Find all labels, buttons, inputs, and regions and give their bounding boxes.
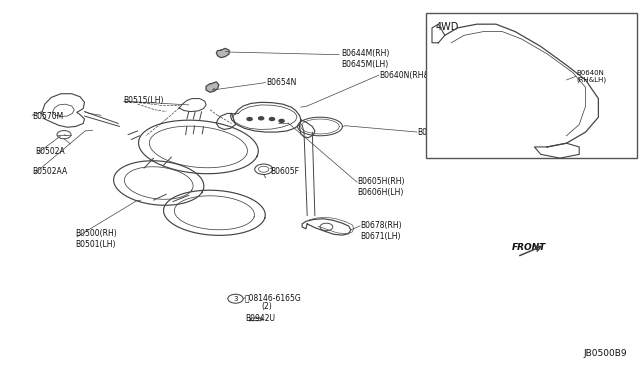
Text: B0652N: B0652N (417, 128, 447, 137)
Text: 3: 3 (233, 296, 238, 302)
Text: B0644M(RH): B0644M(RH) (341, 49, 390, 58)
Text: B0678(RH): B0678(RH) (360, 221, 402, 230)
Text: ゃ08146-6165G: ゃ08146-6165G (245, 293, 302, 302)
Text: FRONT: FRONT (512, 243, 547, 252)
Text: B0942U: B0942U (245, 314, 275, 323)
Text: B0500(RH): B0500(RH) (76, 229, 117, 238)
Text: B0570M: B0570M (32, 112, 63, 121)
Text: JB0500B9: JB0500B9 (584, 349, 627, 358)
Text: B0654N: B0654N (266, 78, 296, 87)
Text: 4WD: 4WD (435, 22, 459, 32)
Text: B0640N(RH&LH): B0640N(RH&LH) (380, 71, 443, 80)
Text: (2): (2) (261, 302, 272, 311)
Bar (426, 13, 637, 158)
Text: B0606H(LH): B0606H(LH) (357, 188, 403, 197)
Text: B0501(LH): B0501(LH) (76, 240, 116, 249)
Circle shape (269, 118, 275, 121)
Circle shape (279, 119, 284, 122)
Text: B0605F: B0605F (271, 167, 300, 176)
Text: B0502A: B0502A (35, 147, 65, 156)
Text: B0605H(RH): B0605H(RH) (357, 177, 404, 186)
Text: B0502AA: B0502AA (32, 167, 67, 176)
Polygon shape (206, 82, 219, 92)
Polygon shape (216, 48, 229, 58)
Circle shape (259, 117, 264, 120)
Circle shape (247, 118, 252, 121)
Text: B0645M(LH): B0645M(LH) (341, 60, 388, 69)
Text: B0515(LH): B0515(LH) (124, 96, 164, 105)
Text: B0671(LH): B0671(LH) (360, 232, 401, 241)
Text: B0640N
(RH&LH): B0640N (RH&LH) (576, 70, 606, 83)
